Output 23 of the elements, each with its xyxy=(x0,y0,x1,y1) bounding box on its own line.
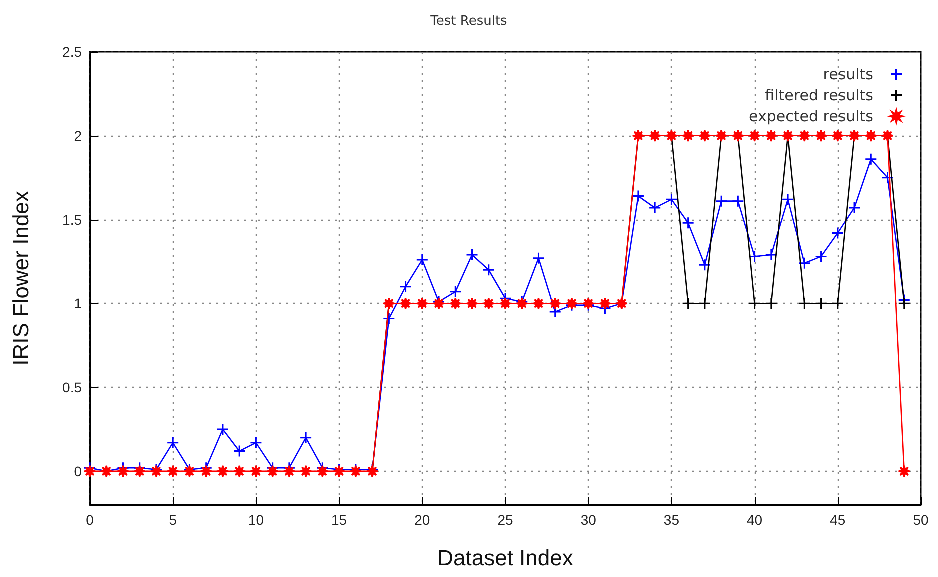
x-tick-label: 40 xyxy=(747,512,763,528)
x-tick-label: 20 xyxy=(414,512,430,528)
x-tick-label: 45 xyxy=(830,512,846,528)
y-axis-title: IRIS Flower Index xyxy=(8,191,34,366)
y-tick-label: 0.5 xyxy=(62,380,82,396)
y-tick-label: 1 xyxy=(74,296,82,312)
legend-label: expected results xyxy=(749,108,874,126)
x-tick-label: 30 xyxy=(580,512,597,528)
legend-label: results xyxy=(823,66,874,84)
x-tick-label: 15 xyxy=(332,512,348,528)
x-tick-label: 25 xyxy=(498,512,514,528)
legend-label: filtered results xyxy=(765,86,874,104)
x-tick-label: 10 xyxy=(248,512,264,528)
x-axis-title: Dataset Index xyxy=(438,546,574,570)
y-tick-label: 1.5 xyxy=(62,212,82,228)
x-tick-label: 35 xyxy=(664,512,680,528)
y-tick-label: 2.5 xyxy=(62,44,82,60)
y-tick-label: 0 xyxy=(74,463,82,480)
x-tick-label: 0 xyxy=(86,512,94,528)
x-tick-label: 5 xyxy=(169,512,178,528)
y-tick-label: 2 xyxy=(74,128,82,144)
chart-title: Test Results xyxy=(430,14,508,29)
x-tick-label: 50 xyxy=(913,512,929,528)
